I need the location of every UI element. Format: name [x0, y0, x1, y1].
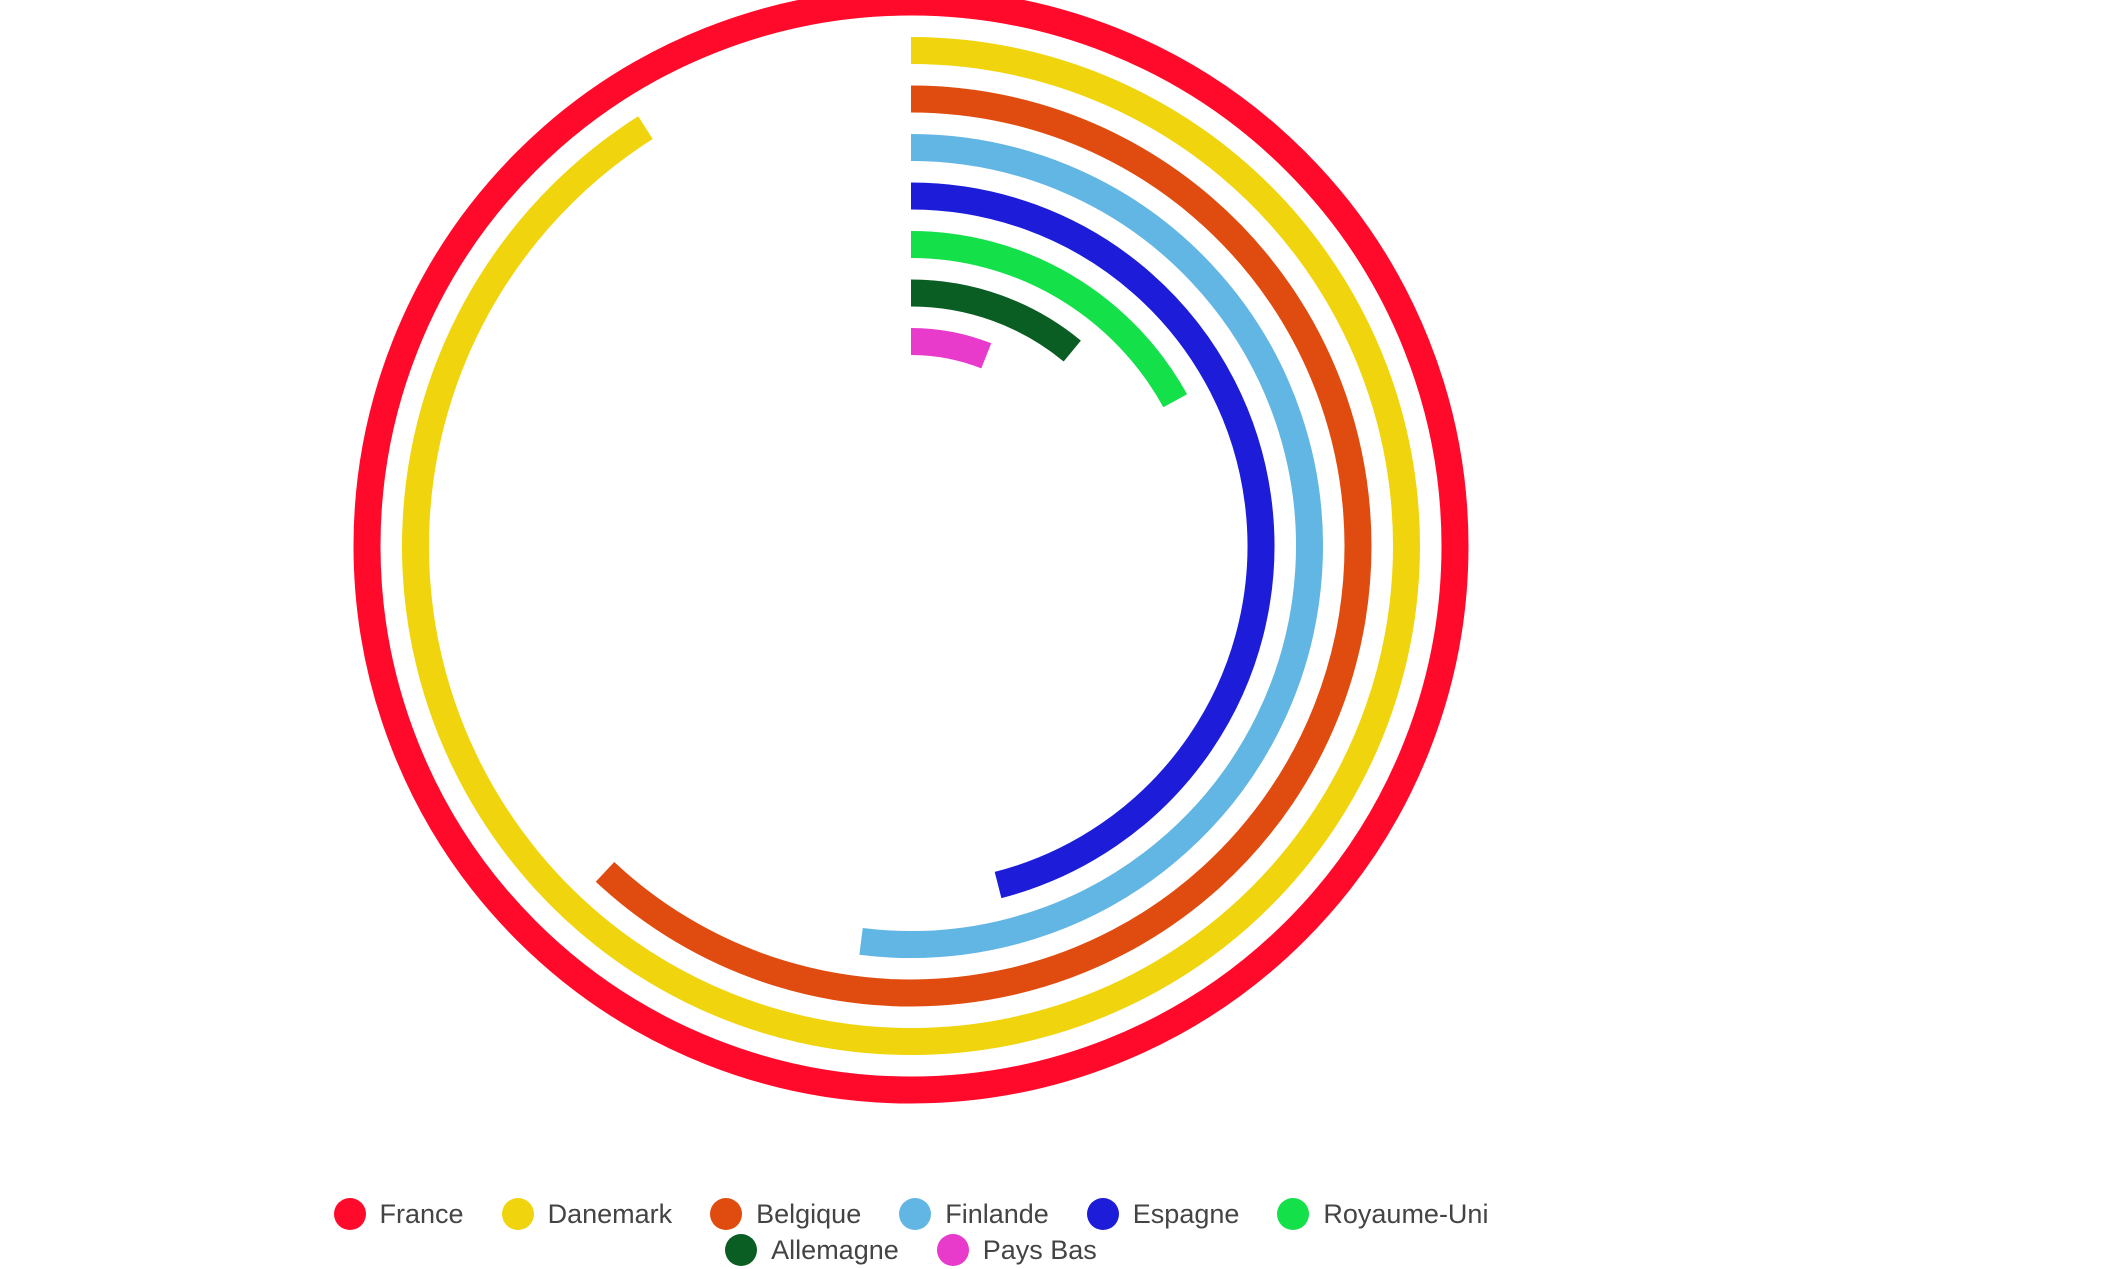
radial-bar: [353, 0, 1469, 1104]
radial-bar: [859, 134, 1323, 958]
legend-label: Finlande: [945, 1198, 1049, 1229]
legend-label: Pays Bas: [982, 1234, 1097, 1265]
chart: [353, 0, 1469, 1104]
legend-item[interactable]: Pays Bas: [936, 1234, 1097, 1266]
legend-label: Allemagne: [771, 1234, 899, 1265]
legend-marker: [899, 1198, 932, 1230]
radial-bar: [910, 182, 1275, 899]
legend-item[interactable]: Belgique: [710, 1198, 861, 1230]
legend-marker: [936, 1234, 969, 1266]
legend-label: Royaume-Uni: [1323, 1198, 1489, 1229]
legend-label: Danemark: [547, 1198, 673, 1229]
legend: France Danemark Belgique Finlande Espagne Roy…: [311, 1198, 1511, 1266]
legend-label: France: [379, 1198, 464, 1229]
legend-marker: [501, 1198, 534, 1230]
legend-label: Espagne: [1132, 1198, 1240, 1229]
radial-bar: [910, 231, 1188, 408]
legend-label: Belgique: [756, 1198, 862, 1229]
legend-marker: [725, 1234, 758, 1266]
legend-item[interactable]: Danemark: [501, 1198, 673, 1230]
legend-item[interactable]: France: [333, 1198, 464, 1230]
radial-bar: [595, 85, 1372, 1007]
legend-marker: [710, 1198, 743, 1230]
legend-item[interactable]: Espagne: [1086, 1198, 1240, 1230]
legend-item[interactable]: Royaume-Uni: [1277, 1198, 1488, 1230]
radial-bar: [910, 328, 992, 369]
radial-bar: [910, 279, 1081, 362]
legend-marker: [1277, 1198, 1310, 1230]
radial-bar: [402, 37, 1420, 1055]
legend-item[interactable]: Allemagne: [725, 1234, 899, 1266]
legend-marker: [333, 1198, 366, 1230]
legend-marker: [1086, 1198, 1119, 1230]
legend-item[interactable]: Finlande: [899, 1198, 1049, 1230]
